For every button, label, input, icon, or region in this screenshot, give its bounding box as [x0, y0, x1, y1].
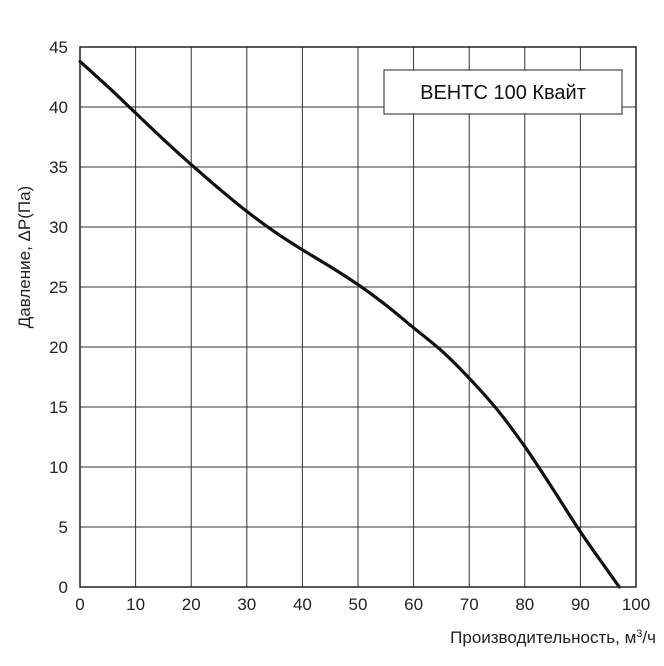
- series-line-0: [78, 59, 621, 589]
- x-tick-label: 60: [404, 595, 423, 614]
- x-tick-label: 80: [515, 595, 534, 614]
- x-tick-label: 20: [182, 595, 201, 614]
- legend: ВЕНТС 100 Квайт: [383, 69, 623, 115]
- x-axis-title-tail: /ч: [642, 628, 656, 647]
- x-tick-label: 10: [126, 595, 145, 614]
- y-tick-label: 45: [49, 38, 68, 57]
- series-layer: [78, 59, 621, 589]
- y-tick-label: 35: [49, 158, 68, 177]
- y-tick-label: 40: [49, 98, 68, 117]
- x-tick-label: 50: [349, 595, 368, 614]
- y-axis-title: Давление, ΔP(Па): [15, 186, 34, 328]
- x-tick-label: 0: [75, 595, 84, 614]
- y-tick-label: 30: [49, 218, 68, 237]
- x-axis-title-main: Производительность, м: [450, 628, 636, 647]
- legend-box: [383, 69, 623, 115]
- y-tick-label: 25: [49, 278, 68, 297]
- x-tick-label: 40: [293, 595, 312, 614]
- y-axis-ticks: 0 5 10 15 20 25 30 35 40 45: [49, 38, 68, 597]
- x-tick-label: 100: [622, 595, 650, 614]
- y-tick-label: 5: [59, 518, 68, 537]
- plot-frame: [79, 46, 637, 588]
- y-tick-label: 20: [49, 338, 68, 357]
- x-tick-label: 90: [571, 595, 590, 614]
- x-tick-label: 70: [460, 595, 479, 614]
- y-tick-label: 10: [49, 458, 68, 477]
- x-axis-title: Производительность, м3/ч: [450, 628, 656, 647]
- grid: [79, 46, 637, 588]
- x-axis-ticks: 0 10 20 30 40 50 60 70 80 90 100: [75, 595, 650, 614]
- y-tick-label: 15: [49, 398, 68, 417]
- x-axis-title-sup: 3: [636, 628, 642, 640]
- y-tick-label: 0: [59, 578, 68, 597]
- x-tick-label: 30: [237, 595, 256, 614]
- legend-entry: ВЕНТС 100 Квайт: [420, 82, 586, 104]
